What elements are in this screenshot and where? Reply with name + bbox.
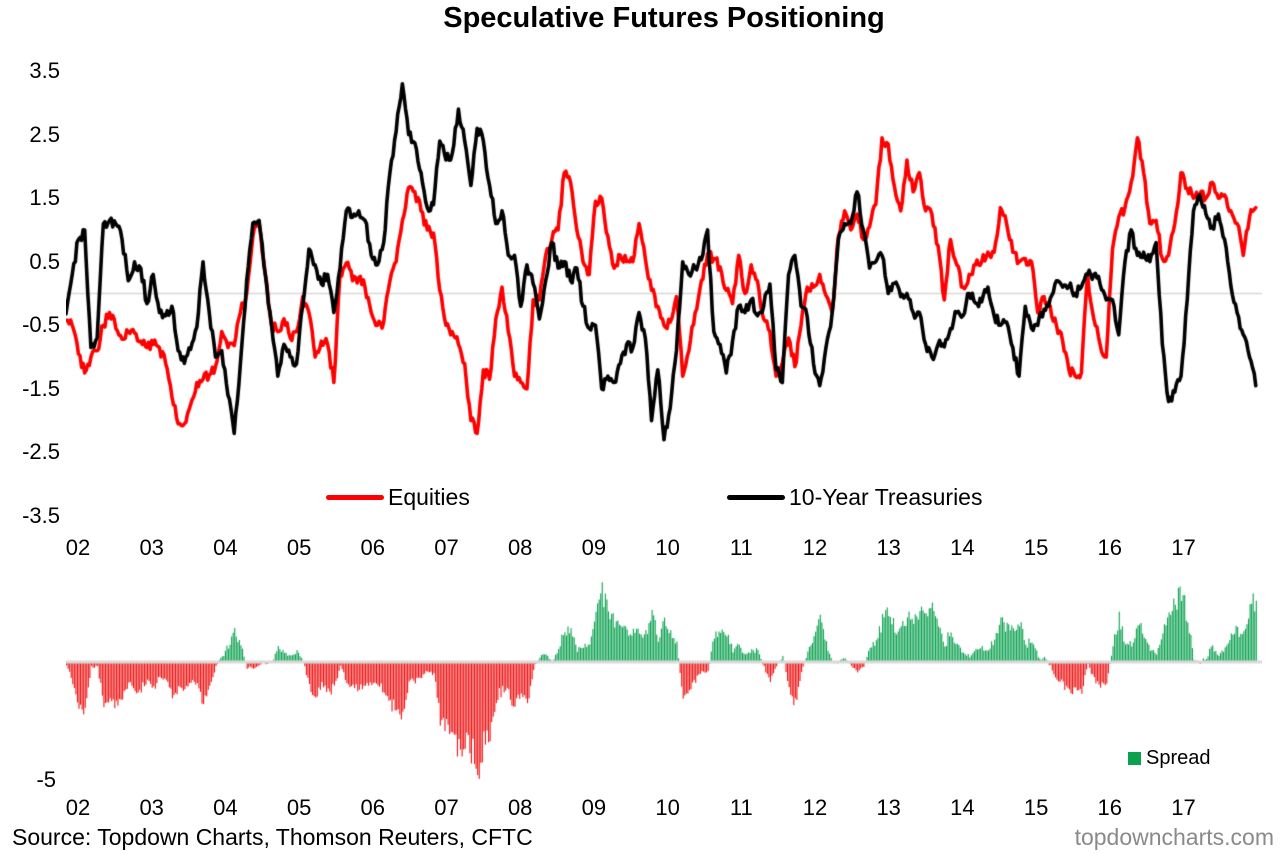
x-axis-label: 03 bbox=[139, 795, 164, 820]
spread-square-swatch-icon bbox=[1128, 751, 1141, 765]
x-axis-label: 08 bbox=[507, 535, 533, 560]
x-axis-label: 06 bbox=[360, 535, 386, 560]
x-axis-label: 14 bbox=[950, 795, 975, 820]
y-axis-label: 1.5 bbox=[29, 185, 60, 211]
x-axis-label: 09 bbox=[581, 535, 607, 560]
x-axis-label: 17 bbox=[1171, 535, 1196, 560]
legend-spread-label: Spread bbox=[1146, 746, 1211, 769]
y-axis-label: 3.5 bbox=[29, 58, 60, 83]
spread-bar-chart-canvas bbox=[66, 575, 1262, 790]
x-axis-label: 16 bbox=[1097, 795, 1123, 820]
y-axis-label: 2.5 bbox=[29, 121, 60, 147]
legend-treasuries: 10-Year Treasuries bbox=[727, 483, 982, 511]
legend-spread: Spread bbox=[1128, 747, 1211, 769]
x-axis-label: 13 bbox=[876, 795, 901, 820]
x-axis-label: 05 bbox=[286, 535, 312, 560]
y-axis-label: 0.5 bbox=[29, 248, 60, 274]
x-axis-label: 11 bbox=[729, 795, 753, 820]
x-axis-label: 03 bbox=[139, 535, 164, 560]
y-axis-label: -3.5 bbox=[22, 502, 60, 528]
x-axis-label: 08 bbox=[507, 795, 533, 820]
x-axis-label: 07 bbox=[434, 795, 459, 820]
x-axis-label: 06 bbox=[360, 795, 386, 820]
legend-equities: Equities bbox=[326, 483, 470, 511]
x-axis-label: 04 bbox=[213, 795, 238, 820]
x-axis-label: 05 bbox=[286, 795, 312, 820]
top-x-axis: 02 03 04 05 06 07 08 09 10 11 12 13 14 15 16 17 bbox=[0, 535, 1288, 561]
y-axis-label: -1.5 bbox=[22, 375, 60, 401]
x-axis-label: 17 bbox=[1171, 795, 1196, 820]
watermark: topdowncharts.com bbox=[1074, 824, 1274, 850]
bottom-x-axis: 02 03 04 05 06 07 08 09 10 11 12 13 14 15 16 17 bbox=[0, 795, 1288, 821]
treasuries-line-swatch-icon bbox=[727, 494, 785, 500]
x-axis-label: 02 bbox=[65, 795, 91, 820]
x-axis-label: 07 bbox=[434, 535, 459, 560]
legend-equities-label: Equities bbox=[388, 483, 470, 510]
y-axis-label: -2.5 bbox=[22, 439, 60, 465]
x-axis-label: 10 bbox=[655, 795, 680, 820]
x-axis-label: 15 bbox=[1023, 795, 1049, 820]
spread-y-min-label: -5 bbox=[36, 767, 56, 792]
x-axis-label: 14 bbox=[950, 535, 975, 560]
x-axis-label: 13 bbox=[876, 535, 901, 560]
legend-treasuries-label: 10-Year Treasuries bbox=[789, 483, 983, 510]
x-axis-label: 04 bbox=[213, 535, 238, 560]
y-axis-label: -0.5 bbox=[22, 312, 60, 338]
x-axis-label: 15 bbox=[1023, 535, 1049, 560]
x-axis-label: 02 bbox=[65, 535, 91, 560]
x-axis-label: 10 bbox=[655, 535, 680, 560]
page-title: Speculative Futures Positioning bbox=[443, 2, 885, 34]
x-axis-label: 12 bbox=[802, 795, 828, 820]
x-axis-label: 12 bbox=[802, 535, 828, 560]
equities-line-swatch-icon bbox=[326, 494, 384, 500]
x-axis-label: 16 bbox=[1097, 535, 1123, 560]
line-chart-canvas bbox=[66, 53, 1262, 523]
x-axis-label: 09 bbox=[581, 795, 607, 820]
x-axis-label: 11 bbox=[729, 535, 753, 560]
source-attribution: Source: Topdown Charts, Thomson Reuters,… bbox=[12, 824, 533, 850]
